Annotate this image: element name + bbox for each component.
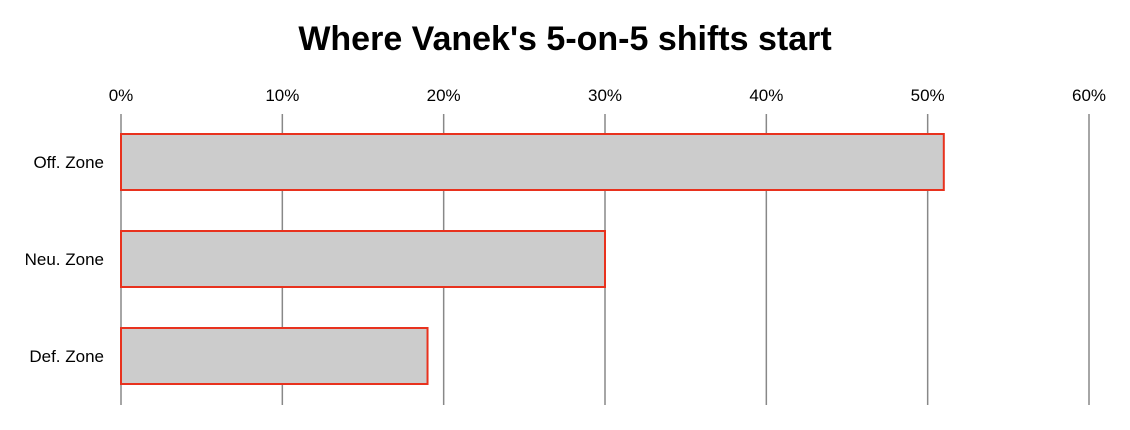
- category-label: Off. Zone: [33, 153, 104, 172]
- x-tick-label: 30%: [588, 86, 622, 105]
- x-tick-label: 0%: [109, 86, 134, 105]
- x-tick-label: 10%: [265, 86, 299, 105]
- x-tick-label: 60%: [1072, 86, 1106, 105]
- bar: [120, 230, 606, 288]
- bar: [120, 133, 945, 191]
- x-tick-label: 40%: [749, 86, 783, 105]
- category-label: Def. Zone: [29, 347, 104, 366]
- category-labels: Off. Zone Neu. Zone Def. Zone: [25, 153, 104, 366]
- x-tick-label: 20%: [427, 86, 461, 105]
- x-tick-label: 50%: [911, 86, 945, 105]
- bars: [120, 133, 945, 385]
- category-label: Neu. Zone: [25, 250, 104, 269]
- chart-title: Where Vanek's 5-on-5 shifts start: [298, 20, 832, 58]
- x-tick-labels: 0% 10% 20% 30% 40% 50% 60%: [109, 86, 1106, 105]
- bar: [120, 327, 429, 385]
